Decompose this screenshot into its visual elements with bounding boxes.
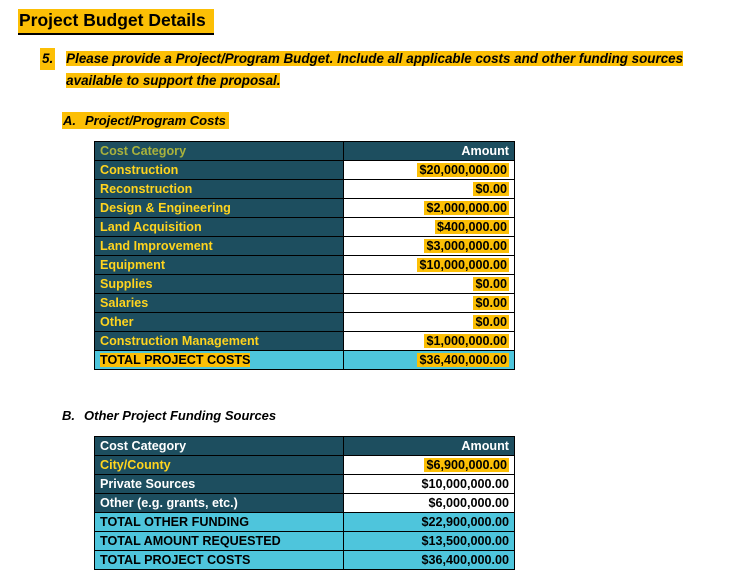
amount-cell[interactable]: $6,900,000.00 — [343, 454, 515, 475]
amount-value: $1,000,000.00 — [424, 333, 509, 348]
total-label-cell: TOTAL AMOUNT REQUESTED — [94, 530, 344, 551]
table-row: Land Improvement $3,000,000.00 — [94, 235, 515, 256]
category-cell: Construction Management — [94, 330, 344, 351]
table-row: City/County $6,900,000.00 — [94, 454, 515, 475]
total-amount-cell: $13,500,000.00 — [343, 530, 515, 551]
page-title: Project Budget Details — [18, 9, 740, 35]
category-cell: Design & Engineering — [94, 197, 344, 218]
table-row: Construction $20,000,000.00 — [94, 159, 515, 180]
total-amount-cell: $22,900,000.00 — [343, 511, 515, 532]
amount-value: $2,000,000.00 — [424, 200, 509, 215]
question-5: 5. Please provide a Project/Program Budg… — [40, 48, 740, 92]
category-cell: Land Improvement — [94, 235, 344, 256]
total-label: TOTAL PROJECT COSTS — [100, 352, 251, 367]
table-row: Equipment $10,000,000.00 — [94, 254, 515, 275]
amount-value: $20,000,000.00 — [417, 162, 509, 177]
amount-cell[interactable]: $0.00 — [343, 273, 515, 294]
category-cell: Reconstruction — [94, 178, 344, 199]
total-row: TOTAL AMOUNT REQUESTED $13,500,000.00 — [94, 530, 515, 551]
total-amount-value: $36,400,000.00 — [417, 352, 509, 367]
section-a-heading: A. Project/Program Costs — [62, 111, 740, 129]
amount-cell[interactable]: $20,000,000.00 — [343, 159, 515, 180]
table-row: Salaries $0.00 — [94, 292, 515, 313]
category-cell: Salaries — [94, 292, 344, 313]
amount-value: $0.00 — [473, 295, 509, 310]
section-a-highlight: A. Project/Program Costs — [62, 111, 229, 129]
table-header-row: Cost Category Amount — [94, 140, 515, 161]
total-amount-cell: $36,400,000.00 — [343, 549, 515, 570]
amount-value: $0.00 — [473, 181, 509, 196]
table-row: Other (e.g. grants, etc.) $6,000,000.00 — [94, 492, 515, 513]
table-row: Reconstruction $0.00 — [94, 178, 515, 199]
table-row: Construction Management $1,000,000.00 — [94, 330, 515, 351]
table-row: Private Sources $10,000,000.00 — [94, 473, 515, 494]
category-cell: City/County — [94, 454, 344, 475]
amount-value: $0.00 — [473, 314, 509, 329]
section-a-label: A. — [63, 112, 76, 128]
amount-cell[interactable]: $1,000,000.00 — [343, 330, 515, 351]
amount-cell[interactable]: $0.00 — [343, 292, 515, 313]
category-cell: Construction — [94, 159, 344, 180]
page-title-highlight: Project Budget Details — [18, 9, 214, 35]
total-label-cell: TOTAL OTHER FUNDING — [94, 511, 344, 532]
table-row: Land Acquisition $400,000.00 — [94, 216, 515, 237]
cost-category-header: Cost Category — [94, 140, 344, 161]
amount-cell[interactable]: $0.00 — [343, 178, 515, 199]
table-row: Design & Engineering $2,000,000.00 — [94, 197, 515, 218]
section-b-heading: B. Other Project Funding Sources — [62, 408, 740, 423]
section-a-title: Project/Program Costs — [85, 112, 226, 128]
category-cell: Supplies — [94, 273, 344, 294]
total-row: TOTAL PROJECT COSTS $36,400,000.00 — [94, 349, 515, 370]
category-cell: Private Sources — [94, 473, 344, 494]
amount-value: $3,000,000.00 — [424, 238, 509, 253]
section-b-title: Other Project Funding Sources — [84, 407, 277, 423]
question-number: 5. — [40, 48, 56, 70]
amount-value: $400,000.00 — [434, 219, 509, 234]
amount-cell[interactable]: $6,000,000.00 — [343, 492, 515, 513]
amount-value: $0.00 — [473, 276, 509, 291]
amount-cell[interactable]: $10,000,000.00 — [343, 473, 515, 494]
spacer — [18, 370, 740, 387]
amount-value: $10,000,000.00 — [417, 257, 509, 272]
amount-value: $6,900,000.00 — [424, 457, 509, 472]
category-cell: Equipment — [94, 254, 344, 275]
amount-header: Amount — [343, 140, 515, 161]
table-row: Other $0.00 — [94, 311, 515, 332]
amount-cell[interactable]: $2,000,000.00 — [343, 197, 515, 218]
amount-cell[interactable]: $3,000,000.00 — [343, 235, 515, 256]
section-b-text: B. Other Project Funding Sources — [62, 408, 276, 423]
category-cell: Land Acquisition — [94, 216, 344, 237]
question-text-highlight: Please provide a Project/Program Budget.… — [66, 51, 684, 88]
cost-category-header: Cost Category — [94, 435, 344, 456]
total-row: TOTAL OTHER FUNDING $22,900,000.00 — [94, 511, 515, 532]
amount-header: Amount — [343, 435, 515, 456]
question-text: Please provide a Project/Program Budget.… — [66, 48, 721, 92]
funding-sources-table: Cost Category Amount City/County $6,900,… — [94, 435, 515, 570]
amount-cell[interactable]: $400,000.00 — [343, 216, 515, 237]
table-header-row: Cost Category Amount — [94, 435, 515, 456]
total-label-cell: TOTAL PROJECT COSTS — [94, 349, 344, 370]
section-b-label: B. — [62, 407, 75, 423]
total-amount-cell: $36,400,000.00 — [343, 349, 515, 370]
total-row: TOTAL PROJECT COSTS $36,400,000.00 — [94, 549, 515, 570]
table-row: Supplies $0.00 — [94, 273, 515, 294]
total-label-cell: TOTAL PROJECT COSTS — [94, 549, 344, 570]
category-cell: Other — [94, 311, 344, 332]
category-cell: Other (e.g. grants, etc.) — [94, 492, 344, 513]
amount-cell[interactable]: $10,000,000.00 — [343, 254, 515, 275]
project-costs-table: Cost Category Amount Construction $20,00… — [94, 140, 515, 370]
amount-cell[interactable]: $0.00 — [343, 311, 515, 332]
